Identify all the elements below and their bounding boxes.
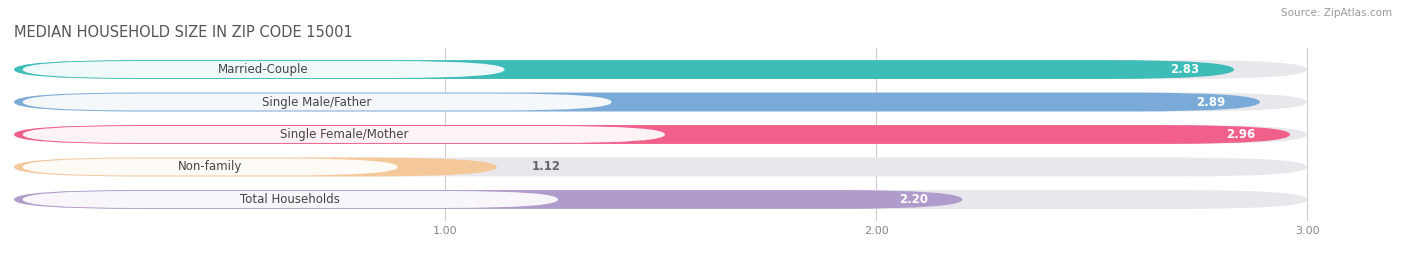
FancyBboxPatch shape [22, 94, 612, 111]
FancyBboxPatch shape [14, 190, 1308, 209]
FancyBboxPatch shape [14, 60, 1234, 79]
Text: Source: ZipAtlas.com: Source: ZipAtlas.com [1281, 8, 1392, 18]
Text: 1.12: 1.12 [531, 161, 561, 174]
Text: 2.96: 2.96 [1226, 128, 1256, 141]
FancyBboxPatch shape [14, 60, 1308, 79]
FancyBboxPatch shape [22, 158, 398, 175]
Text: Married-Couple: Married-Couple [218, 63, 309, 76]
FancyBboxPatch shape [14, 158, 1308, 176]
Text: Single Female/Mother: Single Female/Mother [280, 128, 408, 141]
Text: 2.20: 2.20 [898, 193, 928, 206]
Text: 2.89: 2.89 [1197, 95, 1226, 108]
FancyBboxPatch shape [22, 191, 558, 208]
FancyBboxPatch shape [14, 158, 496, 176]
FancyBboxPatch shape [14, 125, 1291, 144]
Text: 2.83: 2.83 [1170, 63, 1199, 76]
FancyBboxPatch shape [14, 93, 1308, 111]
FancyBboxPatch shape [22, 61, 505, 78]
Text: Single Male/Father: Single Male/Father [263, 95, 371, 108]
Text: MEDIAN HOUSEHOLD SIZE IN ZIP CODE 15001: MEDIAN HOUSEHOLD SIZE IN ZIP CODE 15001 [14, 25, 353, 40]
Text: Total Households: Total Households [240, 193, 340, 206]
FancyBboxPatch shape [22, 126, 665, 143]
Text: Non-family: Non-family [179, 161, 242, 174]
FancyBboxPatch shape [14, 93, 1260, 111]
FancyBboxPatch shape [14, 125, 1308, 144]
FancyBboxPatch shape [14, 190, 963, 209]
